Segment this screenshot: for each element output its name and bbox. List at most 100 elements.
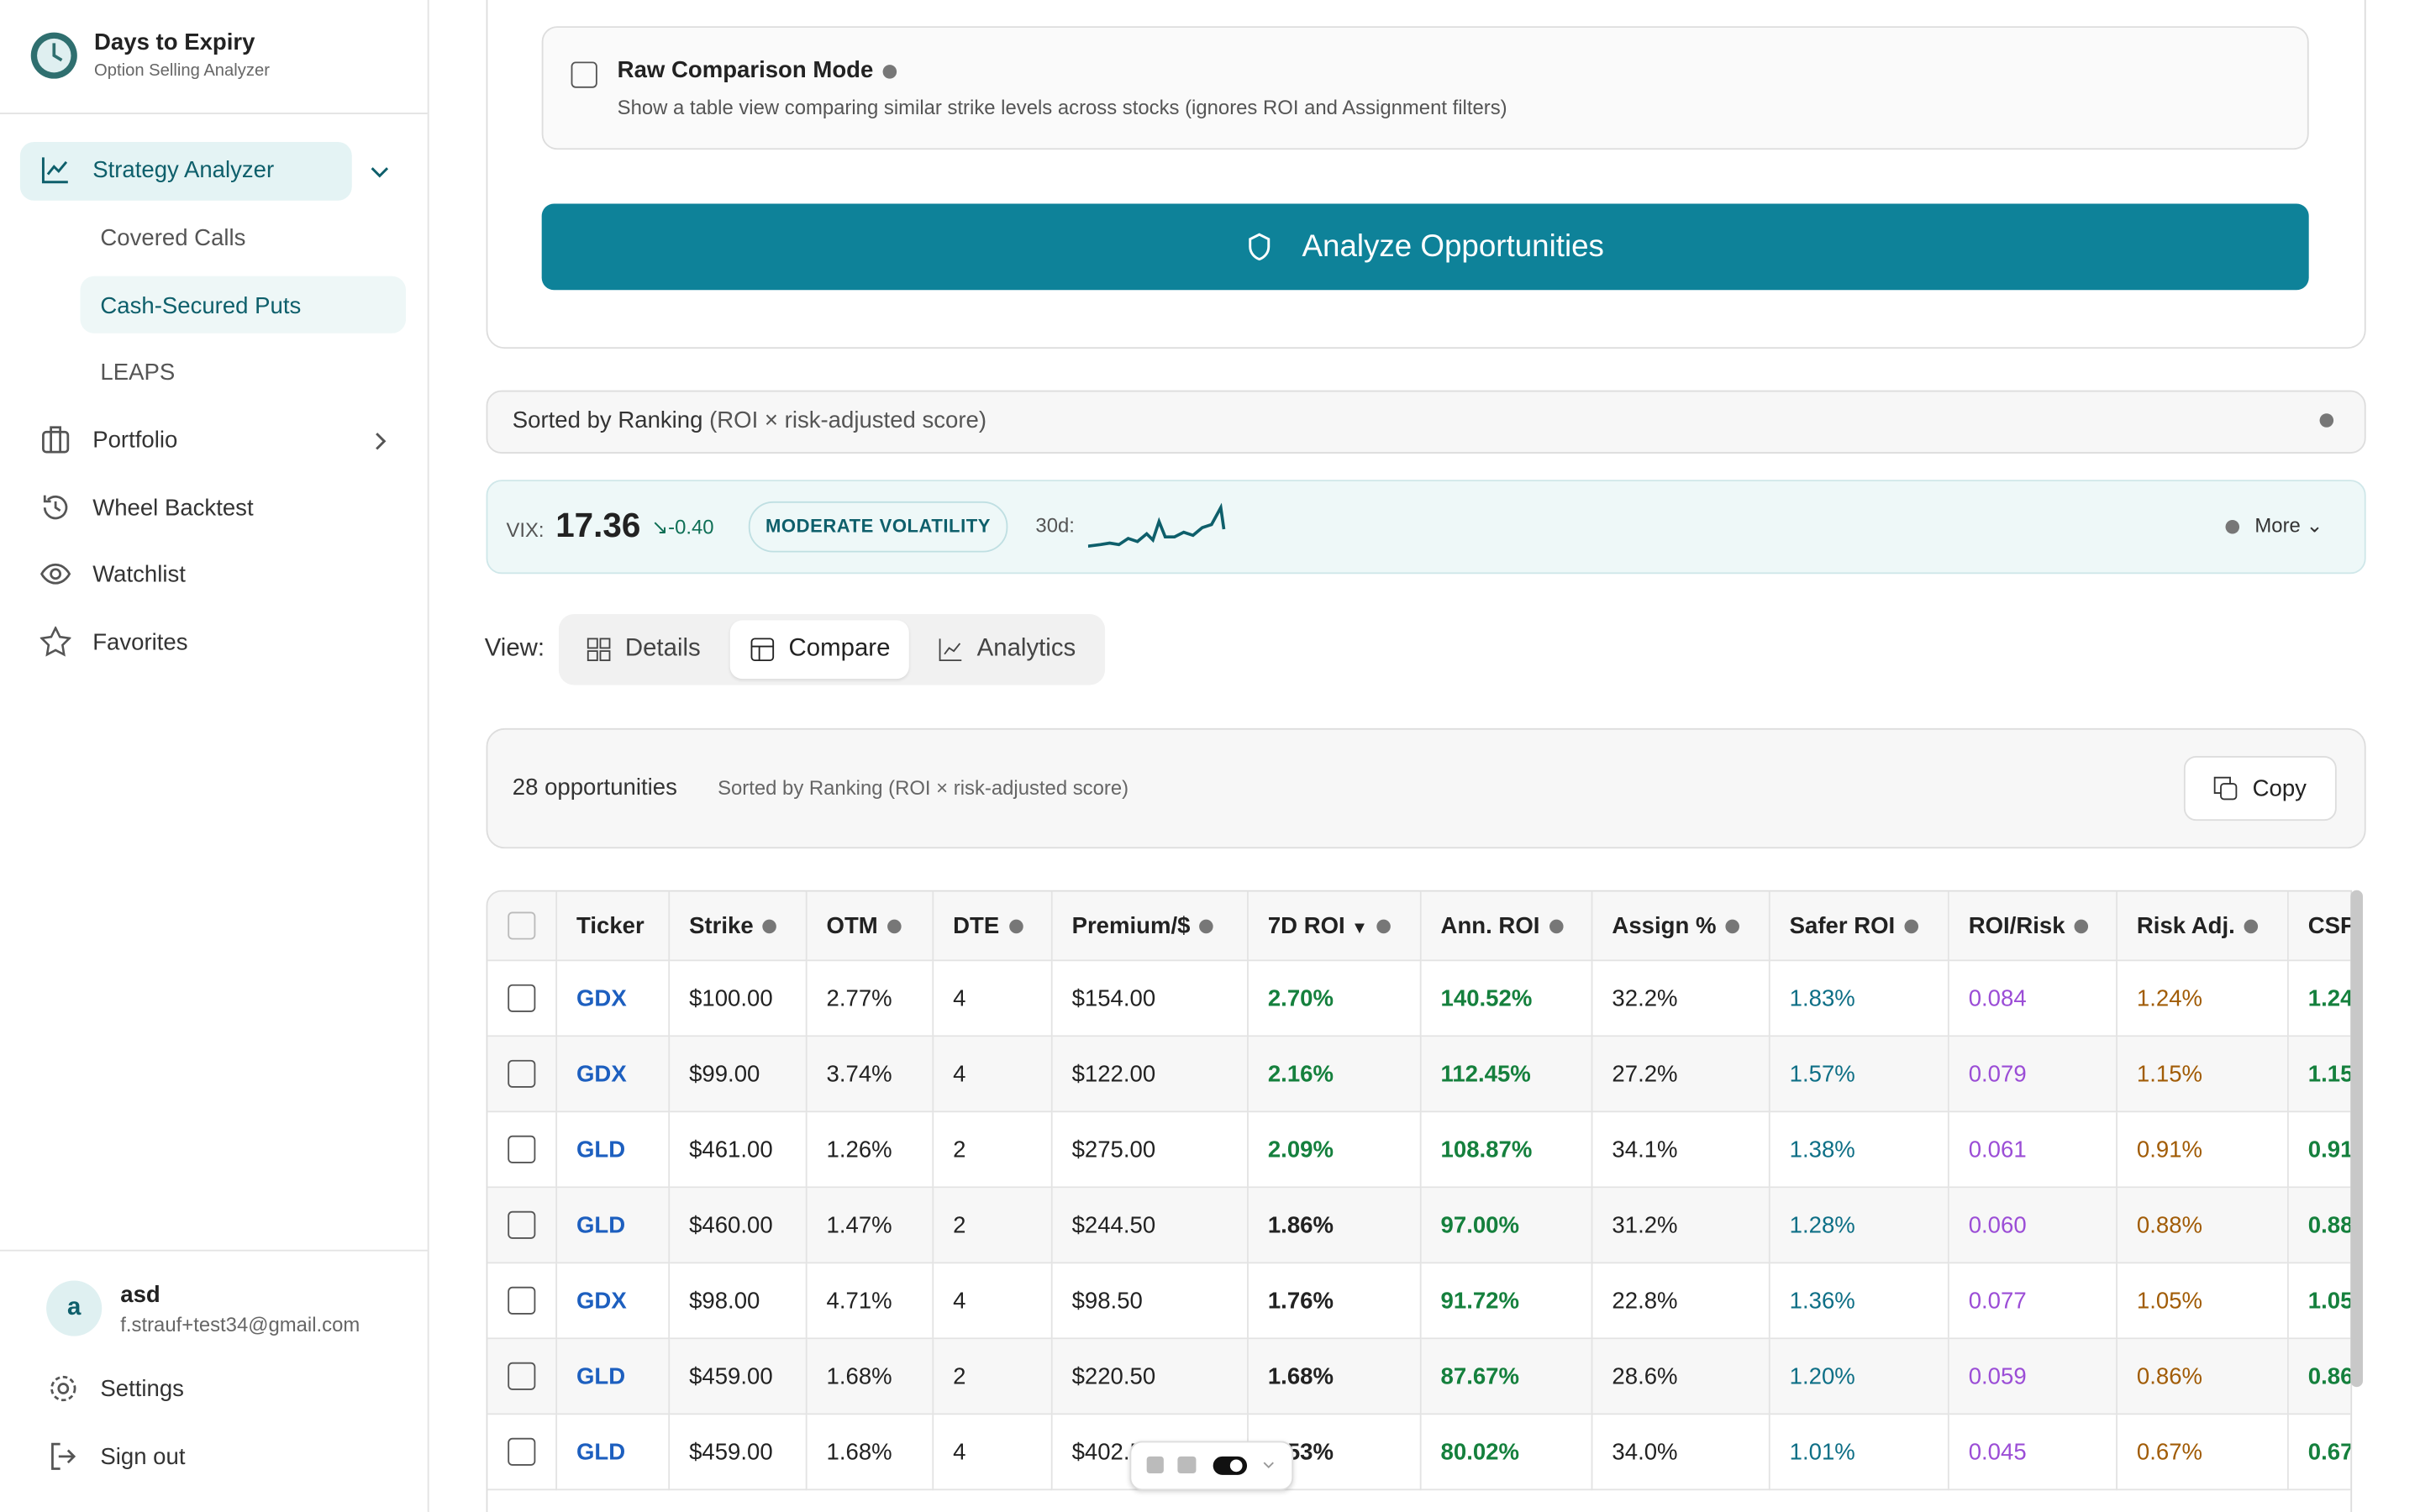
header-cell[interactable]: Premium/$ xyxy=(1050,891,1248,962)
cell xyxy=(487,1338,557,1415)
checkbox[interactable] xyxy=(508,984,536,1012)
cell-text: 34.0% xyxy=(1612,1438,1678,1465)
ticker-link[interactable]: GLD xyxy=(576,1136,626,1163)
nav-item[interactable]: Wheel Backtest xyxy=(40,492,254,523)
cell-text: 4 xyxy=(953,1287,966,1314)
icon xyxy=(39,626,71,657)
ticker-link[interactable]: GLD xyxy=(576,1362,626,1389)
header-cell[interactable]: CSP xyxy=(2286,891,2351,962)
cell: 97.00% xyxy=(1419,1187,1592,1264)
cell: 1.38% xyxy=(1768,1111,1949,1189)
header-label: OTM xyxy=(826,912,878,939)
chevron xyxy=(376,433,387,450)
cell: 0.88% xyxy=(2286,1187,2351,1264)
tab-label: Compare xyxy=(788,635,891,662)
subnav-item[interactable]: Cash-Secured Puts xyxy=(100,292,302,320)
ticker-link[interactable]: GLD xyxy=(576,1438,626,1465)
cell-text: 28.6% xyxy=(1612,1362,1678,1389)
help-icon[interactable] xyxy=(1904,919,1918,934)
header-label: Safer ROI xyxy=(1789,912,1896,939)
tab[interactable]: Compare xyxy=(750,635,891,664)
nav-label: Strategy Analyzer xyxy=(92,156,275,183)
ticker-link[interactable]: GLD xyxy=(576,1211,626,1238)
divider xyxy=(0,113,428,114)
floating-toolbar[interactable] xyxy=(1129,1441,1294,1491)
copy-button[interactable]: Copy xyxy=(2183,755,2337,822)
cell: 1.24% xyxy=(2116,960,2288,1037)
cell: 1.15% xyxy=(2116,1036,2288,1113)
help-icon[interactable] xyxy=(886,919,902,934)
help-icon[interactable] xyxy=(1199,919,1214,934)
cell-text: 87.67% xyxy=(1440,1362,1520,1389)
nav-item[interactable]: Portfolio xyxy=(40,424,178,455)
ticker-link[interactable]: GDX xyxy=(576,1060,627,1087)
ticker-link[interactable]: GDX xyxy=(576,1287,627,1314)
signout-link[interactable]: Sign out xyxy=(48,1441,185,1472)
cell-text: 1.05% xyxy=(2307,1287,2353,1314)
help-icon[interactable] xyxy=(1725,919,1739,934)
subnav-item[interactable]: Covered Calls xyxy=(100,225,246,252)
help-icon[interactable] xyxy=(1008,919,1023,934)
range-label: 30d: xyxy=(1035,513,1075,538)
checkbox[interactable] xyxy=(508,1210,536,1239)
checkbox[interactable] xyxy=(571,61,597,88)
cell-text: 0.077 xyxy=(1968,1287,2027,1314)
cell: 1.24% xyxy=(2286,960,2351,1037)
volatility-badge: MODERATE VOLATILITY xyxy=(748,501,1008,553)
help-icon[interactable] xyxy=(762,919,777,934)
header-cell[interactable]: Safer ROI xyxy=(1768,891,1949,962)
help-icon[interactable] xyxy=(2319,413,2334,428)
header-cell[interactable]: Ticker xyxy=(555,891,670,962)
tab[interactable]: Analytics xyxy=(939,636,1076,664)
tab[interactable]: Details xyxy=(587,636,701,664)
cell-text: 0.88% xyxy=(2136,1211,2203,1238)
logo xyxy=(30,32,77,79)
icon xyxy=(587,638,611,662)
help-icon[interactable] xyxy=(1549,919,1563,934)
summary-card xyxy=(486,727,2366,849)
cell: 108.87% xyxy=(1419,1111,1592,1189)
cell-text: 108.87% xyxy=(1440,1136,1533,1163)
cell: 34.0% xyxy=(1591,1414,1770,1491)
nav-item[interactable]: Watchlist xyxy=(40,559,186,590)
header-cell[interactable]: OTM xyxy=(805,891,934,962)
cell: GDX xyxy=(555,960,670,1037)
ticker-link[interactable]: GDX xyxy=(576,984,627,1011)
nav-item[interactable]: Favorites xyxy=(39,626,188,658)
header-cell[interactable]: Ann. ROI xyxy=(1419,891,1592,962)
checkbox[interactable] xyxy=(508,1437,536,1466)
more-button[interactable]: More ⌄ xyxy=(2254,513,2323,538)
cell-text: $461.00 xyxy=(689,1136,773,1163)
settings-link[interactable]: Settings xyxy=(48,1373,184,1404)
help-icon[interactable] xyxy=(1377,919,1392,934)
header-cell[interactable]: ROI/Risk xyxy=(1947,891,2118,962)
cell-text: $122.00 xyxy=(1071,1060,1156,1087)
help-icon[interactable] xyxy=(2074,919,2089,934)
cell-text: 0.91% xyxy=(2307,1136,2353,1163)
cell-text: 1.83% xyxy=(1789,984,1855,1011)
header-cell[interactable]: 7D ROI ▼ xyxy=(1247,891,1421,962)
cell-text: $459.00 xyxy=(689,1438,773,1465)
help-icon[interactable] xyxy=(882,64,897,78)
checkbox[interactable] xyxy=(508,1286,536,1315)
checkbox[interactable] xyxy=(508,1362,536,1390)
header-cell[interactable]: Risk Adj. xyxy=(2116,891,2288,962)
analyze-button[interactable]: Analyze Opportunities xyxy=(541,203,2309,291)
subnav-active-bg xyxy=(80,276,407,333)
help-icon[interactable] xyxy=(2244,919,2259,934)
checkbox[interactable] xyxy=(508,911,536,940)
subnav-item[interactable]: LEAPS xyxy=(100,359,176,386)
sort-text: Sorted by Ranking (ROI × risk-adjusted s… xyxy=(513,407,986,433)
checkbox[interactable] xyxy=(508,1135,536,1163)
checkbox[interactable] xyxy=(508,1059,536,1088)
cell: 0.86% xyxy=(2286,1338,2351,1415)
header-cell[interactable]: Assign % xyxy=(1591,891,1770,962)
header-cell[interactable]: DTE xyxy=(932,891,1052,962)
help-icon[interactable] xyxy=(2225,519,2240,534)
cell: 0.86% xyxy=(2116,1338,2288,1415)
nav-item[interactable]: Strategy Analyzer xyxy=(40,155,274,186)
header-cell[interactable]: Strike xyxy=(668,891,807,962)
cell-text: $275.00 xyxy=(1071,1136,1156,1163)
